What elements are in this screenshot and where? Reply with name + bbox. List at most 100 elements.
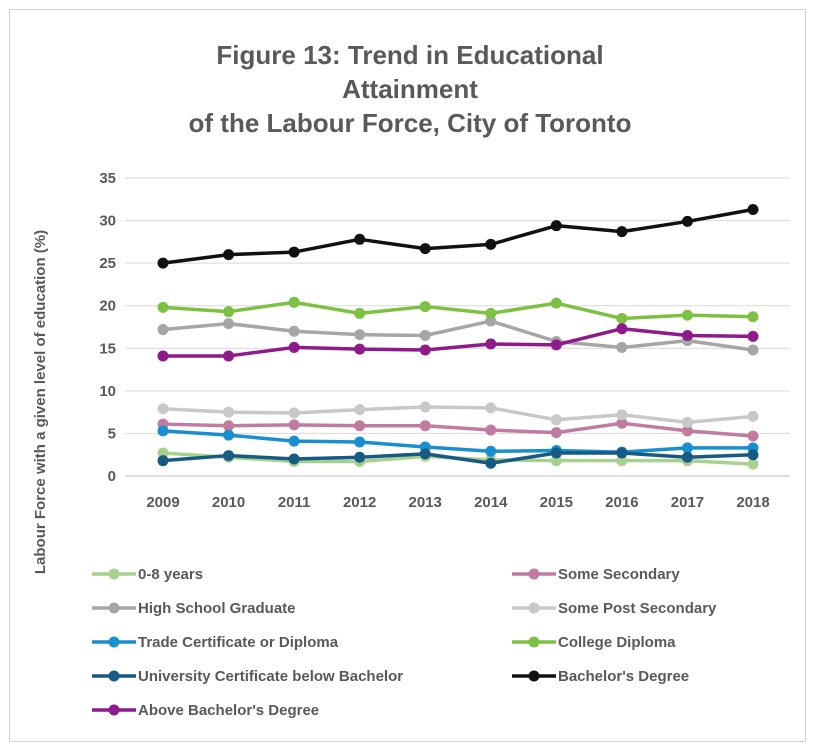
data-point [616,226,628,238]
data-point [223,306,235,318]
data-point [419,448,431,460]
y-tick-label: 10 [99,383,116,400]
data-point [354,329,366,341]
data-point [485,402,497,414]
x-tick-label: 2015 [540,494,573,511]
legend-label: High School Graduate [138,600,296,617]
x-tick-label: 2014 [474,494,508,511]
y-tick-label: 30 [99,213,116,230]
series-college-diploma [157,296,759,324]
data-point [419,344,431,356]
data-point [681,215,693,227]
data-point [157,301,169,313]
legend-item: College Diploma [512,634,676,651]
data-point [354,343,366,355]
chart-title: Figure 13: Trend in Educational Attainme… [150,38,670,140]
data-point [681,416,693,428]
series-above-bachelor-s-degree [157,323,759,362]
series-line [162,207,754,265]
legend-label: Some Post Secondary [558,600,717,617]
series-line [162,405,754,425]
data-point [550,447,562,459]
data-point [485,338,497,350]
data-point [550,339,562,351]
data-point [747,449,759,461]
data-point [419,301,431,313]
legend-label: College Diploma [558,634,676,651]
series-line [162,319,754,352]
data-point [419,243,431,255]
data-point [616,323,628,335]
data-point [747,410,759,422]
data-point [288,296,300,308]
legend-swatch-marker [528,670,540,682]
data-point [157,257,169,269]
data-point [485,238,497,250]
data-point [223,249,235,261]
data-point [223,420,235,432]
data-point [288,325,300,337]
data-point [681,309,693,321]
legend-swatch-marker [108,602,120,614]
data-point [288,341,300,353]
data-point [157,403,169,415]
data-point [354,404,366,416]
data-point [223,406,235,418]
x-tick-label: 2013 [409,494,442,511]
data-point [681,330,693,342]
legend-item: University Certificate below Bachelor [92,668,403,685]
legend-swatch-marker [108,568,120,580]
y-tick-label: 5 [108,425,116,442]
data-point [747,311,759,323]
legend-label: Bachelor's Degree [558,668,689,685]
data-point [485,445,497,457]
chart-title-line-1: Figure 13: Trend in Educational Attainme… [216,40,604,104]
data-point [223,350,235,362]
y-tick-label: 15 [99,340,116,357]
y-tick-label: 35 [99,170,116,187]
series-line [162,451,754,465]
data-point [223,429,235,441]
data-point [616,341,628,353]
series-some-secondary [157,417,759,442]
data-point [616,409,628,421]
legend-swatch-marker [108,704,120,716]
series-line [162,300,754,321]
legend-label: University Certificate below Bachelor [138,668,403,685]
data-point [485,424,497,436]
data-point [288,246,300,258]
data-point [354,233,366,245]
data-point [288,453,300,465]
data-point [157,324,169,336]
x-tick-label: 2017 [671,494,704,511]
legend-swatch-marker [528,636,540,648]
data-point [485,457,497,469]
data-point [354,420,366,432]
data-point [288,419,300,431]
data-point [485,307,497,319]
legend-swatch-marker [528,602,540,614]
legend-item: High School Graduate [92,600,296,617]
legend-swatch-marker [108,670,120,682]
data-point [288,435,300,447]
data-point [157,425,169,437]
data-point [288,407,300,419]
data-point [157,447,169,459]
y-tick-label: 25 [99,255,116,272]
data-point [747,430,759,442]
data-point [354,307,366,319]
data-point [223,318,235,330]
data-point [747,344,759,356]
series-university-certificate-below-bachelor [157,447,759,469]
data-point [616,312,628,324]
legend-label: Above Bachelor's Degree [138,702,319,719]
legend-item: Trade Certificate or Diploma [92,634,339,651]
data-point [550,414,562,426]
data-point [550,427,562,439]
data-point [550,455,562,467]
data-point [747,458,759,470]
legend-label: Trade Certificate or Diploma [138,634,339,651]
x-tick-label: 2010 [212,494,245,511]
legend-label: 0-8 years [138,566,203,583]
y-tick-label: 20 [99,298,116,315]
